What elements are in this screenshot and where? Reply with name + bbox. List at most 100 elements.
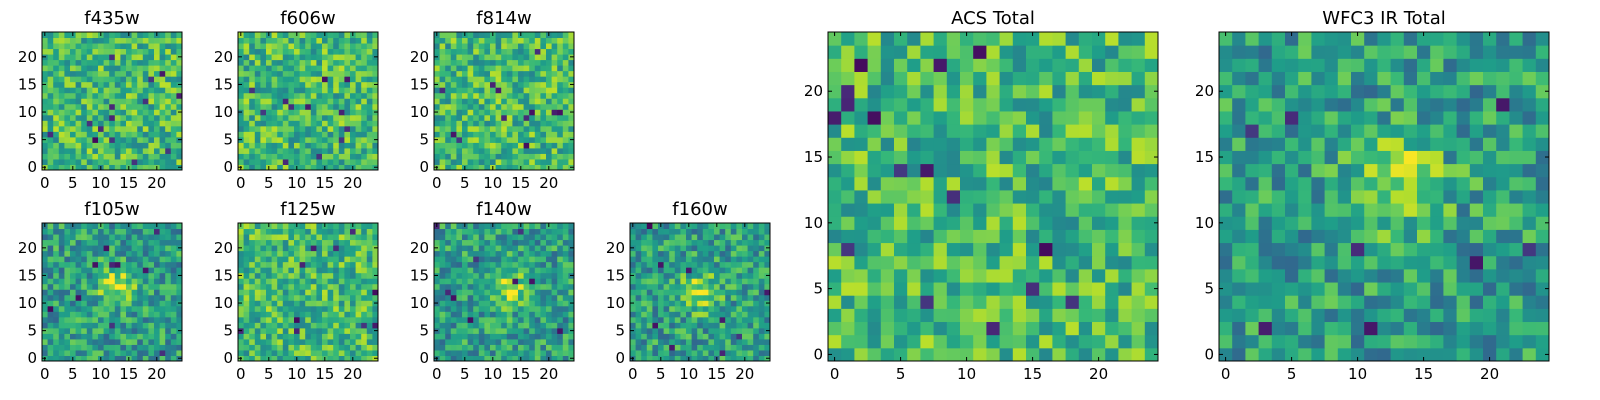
heatmap-cell <box>53 43 60 50</box>
heatmap-cell <box>98 344 105 351</box>
heatmap-cell <box>736 289 743 296</box>
heatmap-cell <box>310 294 317 301</box>
heatmap-cell <box>523 37 530 44</box>
heatmap-cell <box>109 98 116 105</box>
heatmap-cell <box>568 338 575 345</box>
heatmap-cell <box>266 278 273 285</box>
heatmap-cell <box>691 316 698 323</box>
heatmap-cell <box>973 321 987 336</box>
heatmap-cell <box>828 229 842 244</box>
heatmap-cell <box>131 54 138 61</box>
heatmap-cell <box>434 114 441 121</box>
heatmap-cell <box>103 311 110 318</box>
heatmap-cell <box>338 158 345 165</box>
heatmap-cell <box>327 70 334 77</box>
heatmap-cell <box>114 103 121 110</box>
heatmap-cell <box>271 316 278 323</box>
heatmap-cell <box>867 163 882 178</box>
heatmap-cell <box>294 300 301 307</box>
heatmap-cell <box>708 256 715 263</box>
heatmap-cell <box>142 54 149 61</box>
heatmap-cell <box>456 327 463 334</box>
heatmap-cell <box>747 300 754 307</box>
heatmap-cell <box>557 32 564 39</box>
heatmap-cell <box>70 349 77 356</box>
heatmap-cell <box>333 322 340 329</box>
heatmap-cell <box>742 305 749 312</box>
heatmap-cell <box>148 344 155 351</box>
heatmap-cell <box>131 103 138 110</box>
heatmap-cell <box>473 87 480 94</box>
heatmap-cell <box>439 120 446 127</box>
heatmap-cell <box>686 261 693 268</box>
heatmap-cell <box>512 278 519 285</box>
heatmap-cell <box>53 48 60 55</box>
heatmap-cell <box>58 164 65 171</box>
heatmap-cell <box>70 311 77 318</box>
heatmap-cell <box>1144 308 1159 323</box>
heatmap-cell <box>103 114 110 121</box>
heatmap-cell <box>165 283 172 290</box>
heatmap-cell <box>327 114 334 121</box>
heatmap-cell <box>154 43 161 50</box>
heatmap-cell <box>562 158 569 165</box>
heatmap-cell <box>271 98 278 105</box>
heatmap-cell <box>282 37 289 44</box>
heatmap-cell <box>299 131 306 138</box>
heatmap-cell <box>81 272 88 279</box>
heatmap-cell <box>708 294 715 301</box>
heatmap-cell <box>47 153 54 160</box>
heatmap-cell <box>742 338 749 345</box>
heatmap-cell <box>1078 229 1093 244</box>
heatmap-cell <box>53 131 60 138</box>
heatmap-cell <box>753 316 760 323</box>
heatmap-cell <box>473 316 480 323</box>
heatmap-cell <box>92 261 99 268</box>
heatmap-cell <box>495 136 502 143</box>
heatmap-cell <box>907 295 921 309</box>
heatmap-cell <box>142 59 149 66</box>
heatmap-cell <box>92 245 99 252</box>
heatmap-cell <box>1052 347 1067 362</box>
heatmap-cell <box>1131 176 1146 191</box>
heatmap-cell <box>1012 255 1027 270</box>
heatmap-cell <box>131 349 138 356</box>
heatmap-cell <box>170 300 177 307</box>
heatmap-cell <box>467 70 474 77</box>
heatmap-cell <box>148 349 155 356</box>
heatmap-cell <box>490 349 497 356</box>
heatmap-cell <box>338 32 345 39</box>
heatmap-cell <box>288 228 295 235</box>
heatmap-cell <box>456 43 463 50</box>
heatmap-cell <box>98 136 105 143</box>
heatmap-cell <box>282 311 289 318</box>
heatmap-cell <box>53 344 60 351</box>
y-tick-label: 10 <box>214 103 233 121</box>
heatmap-cell <box>81 114 88 121</box>
heatmap-cell <box>960 176 974 191</box>
heatmap-cell <box>154 158 161 165</box>
heatmap-cell <box>372 32 379 39</box>
heatmap-cell <box>120 272 127 279</box>
heatmap-cell <box>277 65 284 72</box>
heatmap-cell <box>495 109 502 116</box>
heatmap-cell <box>114 87 121 94</box>
heatmap-cell <box>736 311 743 318</box>
heatmap-cell <box>260 289 267 296</box>
heatmap-cell <box>506 59 513 66</box>
heatmap-cell <box>81 278 88 285</box>
heatmap-cell <box>473 92 480 99</box>
heatmap-cell <box>126 70 133 77</box>
heatmap-cell <box>277 87 284 94</box>
heatmap-cell <box>490 234 497 241</box>
heatmap-cell <box>355 109 362 116</box>
heatmap-cell <box>310 131 317 138</box>
heatmap-cell <box>355 125 362 132</box>
heatmap-cell <box>165 120 172 127</box>
heatmap-cell <box>42 250 49 257</box>
heatmap-cell <box>120 305 127 312</box>
heatmap-cell <box>663 300 670 307</box>
heatmap-cell <box>467 311 474 318</box>
heatmap-cell <box>529 147 536 154</box>
heatmap-cell <box>333 87 340 94</box>
